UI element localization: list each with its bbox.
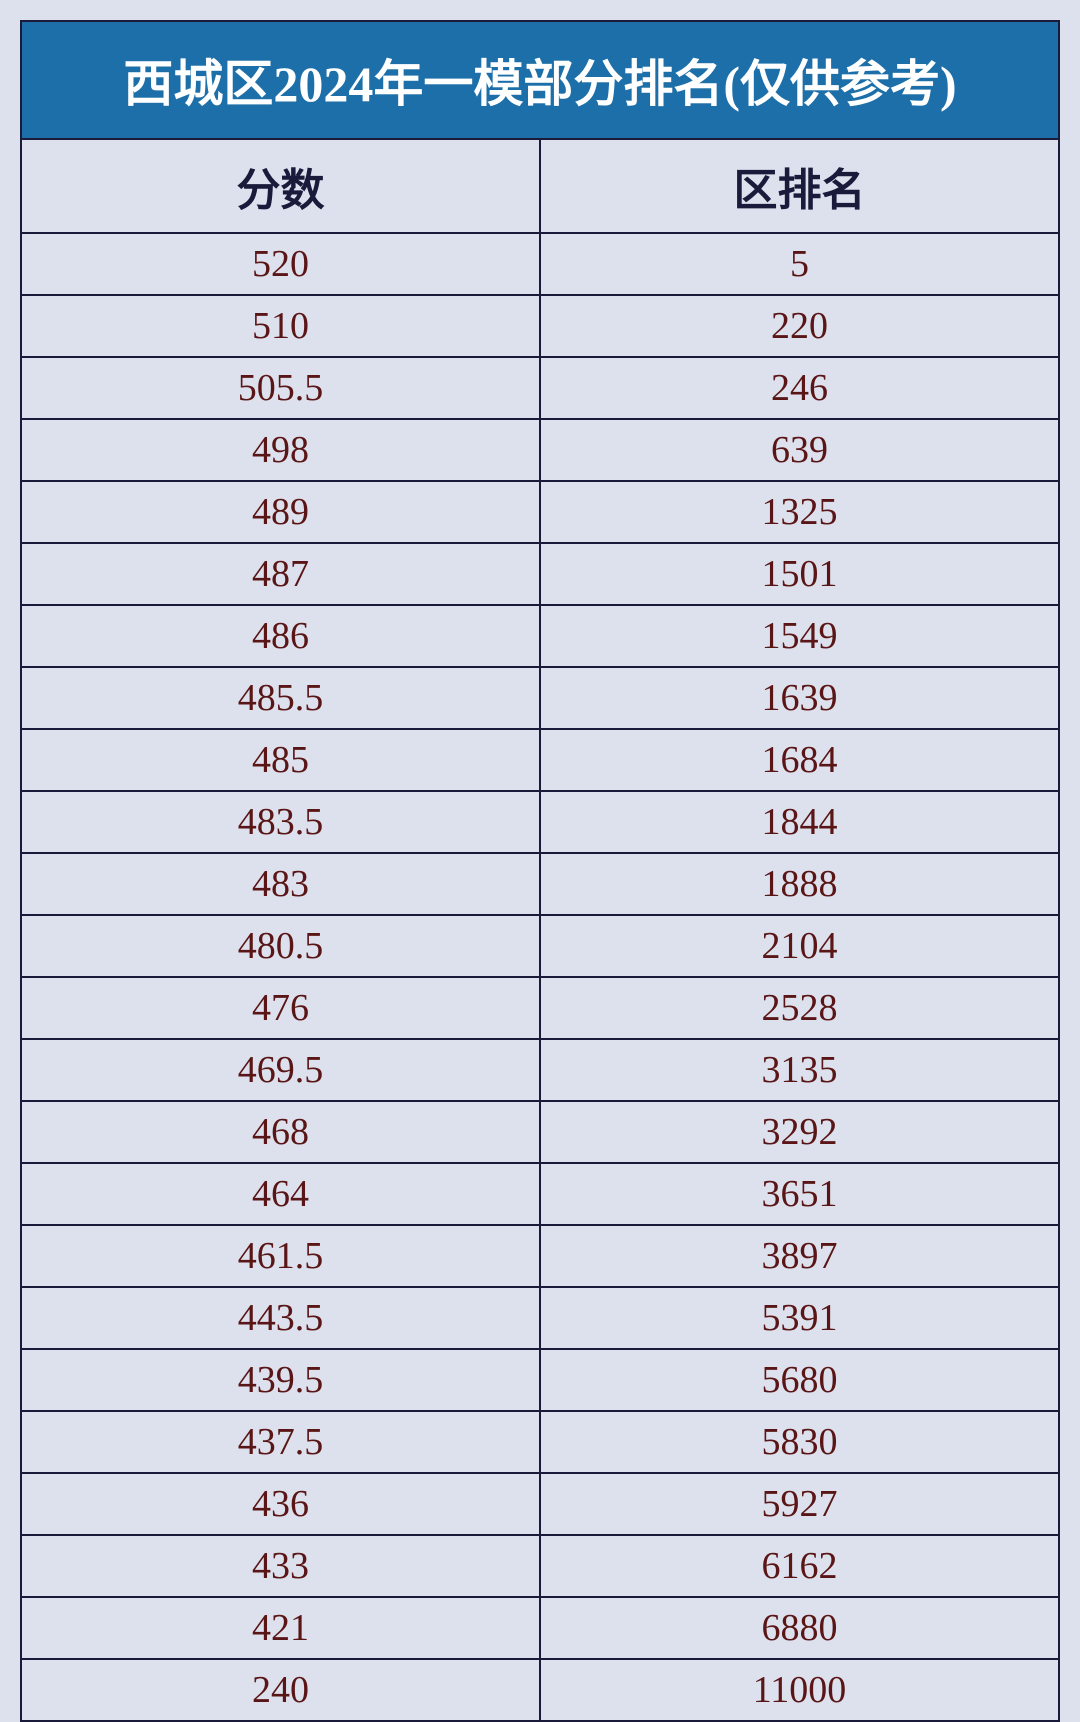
score-cell: 485.5	[22, 668, 541, 728]
rank-cell: 2528	[541, 978, 1058, 1038]
table-row: 480.52104	[22, 916, 1058, 978]
table-row: 4861549	[22, 606, 1058, 668]
rank-cell: 2104	[541, 916, 1058, 976]
score-cell: 469.5	[22, 1040, 541, 1100]
rank-cell: 11000	[541, 1660, 1058, 1720]
table-row: 4216880	[22, 1598, 1058, 1660]
table-row: 461.53897	[22, 1226, 1058, 1288]
score-cell: 505.5	[22, 358, 541, 418]
table-row: 439.55680	[22, 1350, 1058, 1412]
table-body: 5205510220505.52464986394891325487150148…	[22, 234, 1058, 1720]
rank-cell: 639	[541, 420, 1058, 480]
rank-cell: 3897	[541, 1226, 1058, 1286]
score-cell: 443.5	[22, 1288, 541, 1348]
rank-cell: 3292	[541, 1102, 1058, 1162]
table-row: 437.55830	[22, 1412, 1058, 1474]
table-row: 4891325	[22, 482, 1058, 544]
rank-cell: 1888	[541, 854, 1058, 914]
table-header-row: 分数 区排名	[22, 140, 1058, 234]
score-cell: 436	[22, 1474, 541, 1534]
score-cell: 433	[22, 1536, 541, 1596]
score-cell: 476	[22, 978, 541, 1038]
rank-cell: 1684	[541, 730, 1058, 790]
table-title: 西城区2024年一模部分排名(仅供参考)	[22, 22, 1058, 140]
table-row: 505.5246	[22, 358, 1058, 420]
rank-cell: 6880	[541, 1598, 1058, 1658]
table-row: 443.55391	[22, 1288, 1058, 1350]
rank-cell: 3135	[541, 1040, 1058, 1100]
score-cell: 421	[22, 1598, 541, 1658]
table-row: 4762528	[22, 978, 1058, 1040]
score-cell: 468	[22, 1102, 541, 1162]
score-cell: 437.5	[22, 1412, 541, 1472]
table-row: 483.51844	[22, 792, 1058, 854]
score-cell: 498	[22, 420, 541, 480]
score-cell: 439.5	[22, 1350, 541, 1410]
rank-cell: 1501	[541, 544, 1058, 604]
rank-cell: 1639	[541, 668, 1058, 728]
table-row: 5205	[22, 234, 1058, 296]
table-row: 4365927	[22, 1474, 1058, 1536]
rank-cell: 5680	[541, 1350, 1058, 1410]
rank-cell: 5927	[541, 1474, 1058, 1534]
column-header-score: 分数	[22, 140, 541, 232]
column-header-rank: 区排名	[541, 140, 1058, 232]
table-row: 4643651	[22, 1164, 1058, 1226]
rank-cell: 6162	[541, 1536, 1058, 1596]
table-row: 485.51639	[22, 668, 1058, 730]
table-row: 469.53135	[22, 1040, 1058, 1102]
score-cell: 240	[22, 1660, 541, 1720]
score-cell: 510	[22, 296, 541, 356]
score-cell: 486	[22, 606, 541, 666]
table-row: 4871501	[22, 544, 1058, 606]
table-row: 510220	[22, 296, 1058, 358]
rank-cell: 1549	[541, 606, 1058, 666]
table-row: 4683292	[22, 1102, 1058, 1164]
ranking-table: 西城区2024年一模部分排名(仅供参考) 分数 区排名 520551022050…	[20, 20, 1060, 1722]
score-cell: 489	[22, 482, 541, 542]
rank-cell: 1844	[541, 792, 1058, 852]
table-row: 4336162	[22, 1536, 1058, 1598]
table-row: 24011000	[22, 1660, 1058, 1720]
rank-cell: 3651	[541, 1164, 1058, 1224]
rank-cell: 5830	[541, 1412, 1058, 1472]
rank-cell: 220	[541, 296, 1058, 356]
rank-cell: 1325	[541, 482, 1058, 542]
rank-cell: 5391	[541, 1288, 1058, 1348]
rank-cell: 5	[541, 234, 1058, 294]
table-row: 4851684	[22, 730, 1058, 792]
table-row: 498639	[22, 420, 1058, 482]
score-cell: 487	[22, 544, 541, 604]
score-cell: 483	[22, 854, 541, 914]
score-cell: 520	[22, 234, 541, 294]
score-cell: 483.5	[22, 792, 541, 852]
score-cell: 461.5	[22, 1226, 541, 1286]
table-row: 4831888	[22, 854, 1058, 916]
score-cell: 464	[22, 1164, 541, 1224]
score-cell: 480.5	[22, 916, 541, 976]
score-cell: 485	[22, 730, 541, 790]
rank-cell: 246	[541, 358, 1058, 418]
